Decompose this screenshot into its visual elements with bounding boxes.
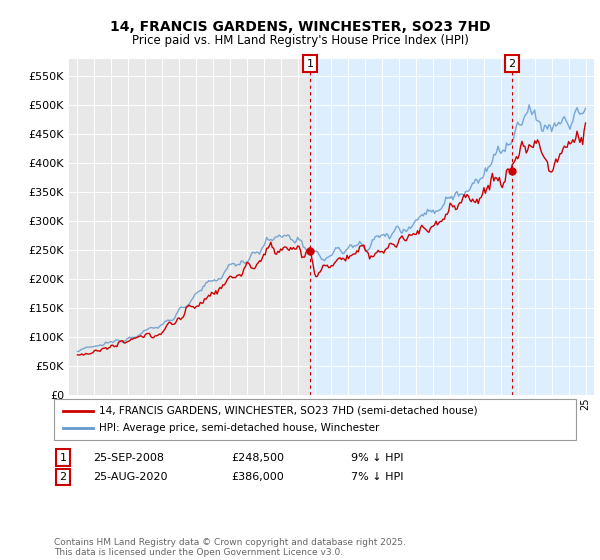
Bar [512, 59, 594, 395]
Text: 14, FRANCIS GARDENS, WINCHESTER, SO23 7HD: 14, FRANCIS GARDENS, WINCHESTER, SO23 7H… [110, 20, 490, 34]
Text: 2: 2 [59, 472, 67, 482]
Text: 25-AUG-2020: 25-AUG-2020 [93, 472, 167, 482]
Text: 2: 2 [508, 59, 515, 69]
Text: £386,000: £386,000 [231, 472, 284, 482]
Text: HPI: Average price, semi-detached house, Winchester: HPI: Average price, semi-detached house,… [99, 423, 379, 433]
Bar [310, 59, 512, 395]
Text: £248,500: £248,500 [231, 452, 284, 463]
Bar [69, 59, 310, 395]
Text: 1: 1 [307, 59, 313, 69]
Text: 14, FRANCIS GARDENS, WINCHESTER, SO23 7HD (semi-detached house): 14, FRANCIS GARDENS, WINCHESTER, SO23 7H… [99, 405, 478, 416]
Text: 7% ↓ HPI: 7% ↓ HPI [351, 472, 404, 482]
Text: 1: 1 [59, 452, 67, 463]
Text: 9% ↓ HPI: 9% ↓ HPI [351, 452, 404, 463]
Text: Price paid vs. HM Land Registry's House Price Index (HPI): Price paid vs. HM Land Registry's House … [131, 34, 469, 46]
Text: 25-SEP-2008: 25-SEP-2008 [93, 452, 164, 463]
Text: Contains HM Land Registry data © Crown copyright and database right 2025.
This d: Contains HM Land Registry data © Crown c… [54, 538, 406, 557]
